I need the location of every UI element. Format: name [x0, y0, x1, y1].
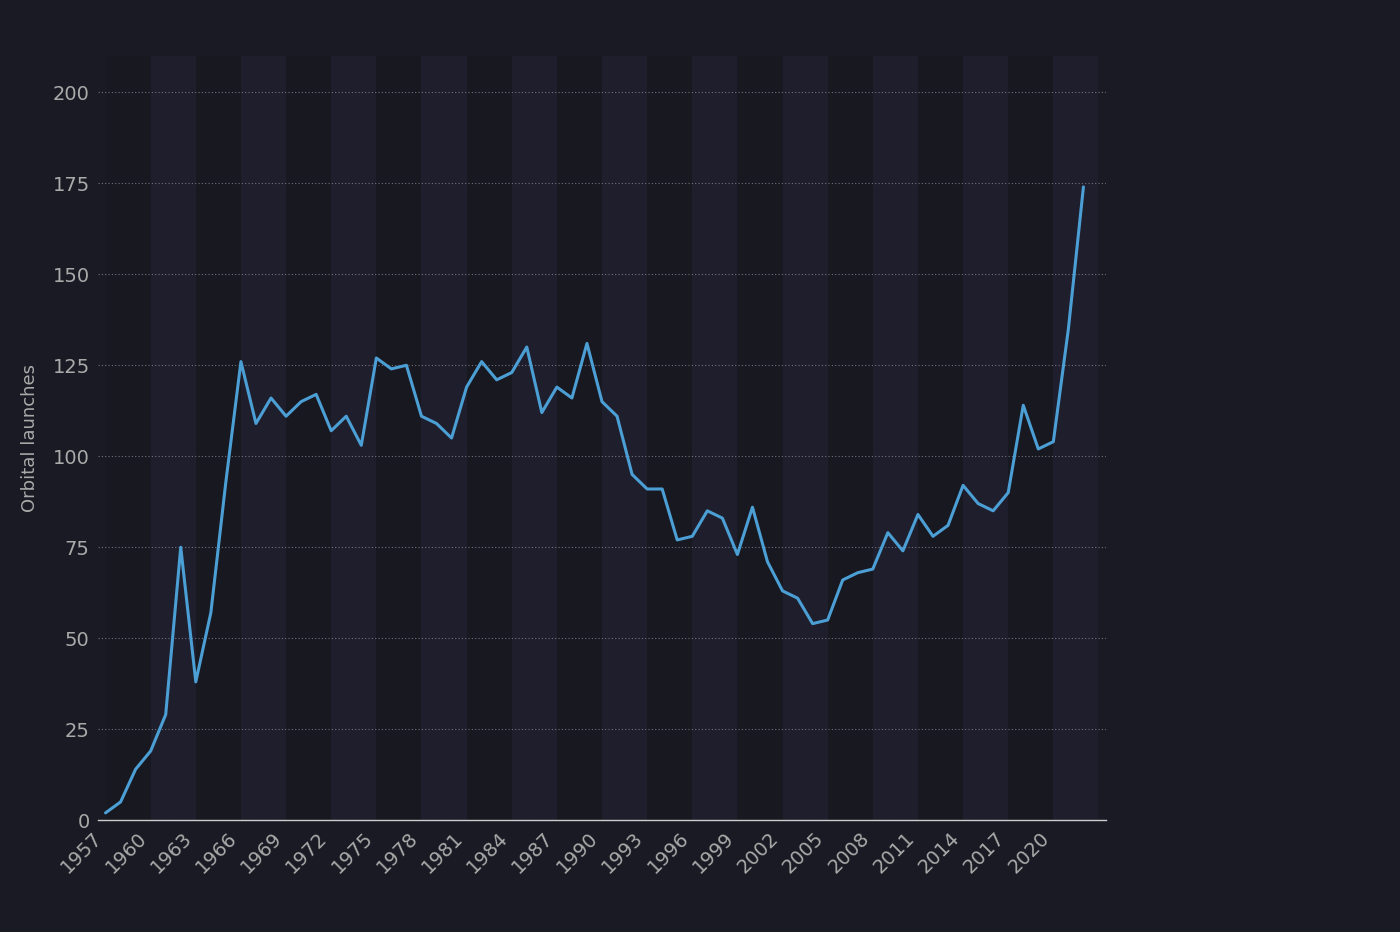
Bar — [466, 56, 512, 820]
Bar — [151, 56, 196, 820]
Bar — [738, 56, 783, 820]
Bar — [918, 56, 963, 820]
Bar — [241, 56, 286, 820]
Bar — [332, 56, 377, 820]
Y-axis label: Orbital launches: Orbital launches — [21, 364, 39, 512]
Bar — [105, 56, 151, 820]
Bar — [827, 56, 872, 820]
Bar — [783, 56, 827, 820]
Bar — [557, 56, 602, 820]
Bar — [286, 56, 332, 820]
Bar — [196, 56, 241, 820]
Bar — [602, 56, 647, 820]
Bar — [872, 56, 918, 820]
Bar — [647, 56, 692, 820]
Bar — [692, 56, 738, 820]
Bar — [1008, 56, 1053, 820]
Bar — [963, 56, 1008, 820]
Bar — [512, 56, 557, 820]
Bar — [377, 56, 421, 820]
Bar — [1053, 56, 1099, 820]
Bar — [421, 56, 466, 820]
